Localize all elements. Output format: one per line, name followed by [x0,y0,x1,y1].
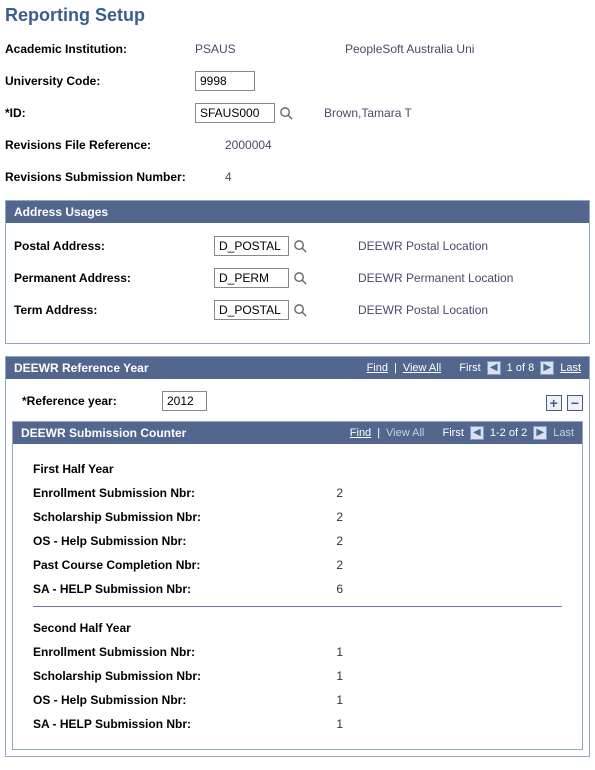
refyear-input[interactable] [162,391,207,411]
counter-value: 6 [323,582,343,596]
counter-value: 1 [323,693,343,707]
revsub-value: 4 [225,170,345,184]
viewall-disabled: View All [386,427,424,439]
revfile-label: Revisions File Reference: [5,138,225,152]
first-label: First [443,427,464,439]
counter-label: SA - HELP Submission Nbr: [33,717,323,731]
counter-value: 2 [323,510,343,524]
address-desc: DEEWR Postal Location [358,239,488,253]
deewr-year-title: DEEWR Reference Year [14,361,149,375]
counter-value: 2 [323,486,343,500]
institution-desc: PeopleSoft Australia Uni [345,42,474,56]
search-icon[interactable] [279,105,294,120]
last-disabled: Last [553,427,574,439]
address-desc: DEEWR Permanent Location [358,271,513,285]
first-half-label: First Half Year [33,462,562,476]
counter-value: 1 [323,717,343,731]
sub-counter-title: DEEWR Submission Counter [21,426,186,440]
search-icon[interactable] [293,270,308,285]
counter-label: Scholarship Submission Nbr: [33,510,323,524]
sub-counter-section: DEEWR Submission Counter Find | View All… [12,421,583,750]
counter-label: Past Course Completion Nbr: [33,558,323,572]
range-label: 1-2 of 2 [490,427,527,439]
id-input[interactable] [195,103,275,123]
counter-value: 2 [323,558,343,572]
next-icon[interactable]: ▶ [540,361,554,375]
institution-label: Academic Institution: [5,42,195,56]
deewr-year-section: DEEWR Reference Year Find | View All Fir… [5,356,590,757]
range-label: 1 of 8 [507,362,535,374]
address-usages-header: Address Usages [6,201,589,223]
second-half-label: Second Half Year [33,621,562,635]
counter-label: Scholarship Submission Nbr: [33,669,323,683]
prev-icon[interactable]: ◀ [487,361,501,375]
address-desc: DEEWR Postal Location [358,303,488,317]
counter-label: Enrollment Submission Nbr: [33,486,323,500]
id-desc: Brown,Tamara T [324,106,412,120]
address-usages-title: Address Usages [14,205,108,219]
search-icon[interactable] [293,302,308,317]
next-icon[interactable]: ▶ [533,426,547,440]
id-label: *ID: [5,106,195,120]
divider [33,606,562,607]
revsub-label: Revisions Submission Number: [5,170,225,184]
counter-label: OS - Help Submission Nbr: [33,534,323,548]
last-link[interactable]: Last [560,362,581,374]
counter-value: 1 [323,645,343,659]
address-input[interactable] [214,268,289,288]
univcode-input[interactable] [195,71,255,91]
add-row-icon[interactable]: + [546,395,562,411]
institution-value: PSAUS [195,42,315,56]
delete-row-icon[interactable]: − [567,395,583,411]
find-link[interactable]: Find [350,427,371,439]
prev-icon[interactable]: ◀ [470,426,484,440]
viewall-link[interactable]: View All [403,362,441,374]
counter-label: SA - HELP Submission Nbr: [33,582,323,596]
address-label: Term Address: [14,303,214,317]
address-label: Postal Address: [14,239,214,253]
first-label: First [459,362,480,374]
address-input[interactable] [214,300,289,320]
address-label: Permanent Address: [14,271,214,285]
counter-value: 1 [323,669,343,683]
address-input[interactable] [214,236,289,256]
counter-value: 2 [323,534,343,548]
counter-label: Enrollment Submission Nbr: [33,645,323,659]
refyear-label: *Reference year: [22,394,162,408]
sub-counter-header: DEEWR Submission Counter Find | View All… [13,422,582,444]
deewr-year-header: DEEWR Reference Year Find | View All Fir… [6,357,589,379]
univcode-label: University Code: [5,74,195,88]
page-title: Reporting Setup [5,5,590,26]
revfile-value: 2000004 [225,138,345,152]
counter-label: OS - Help Submission Nbr: [33,693,323,707]
address-usages-section: Address Usages Postal Address: DEEWR Post… [5,200,590,344]
search-icon[interactable] [293,238,308,253]
find-link[interactable]: Find [367,362,388,374]
